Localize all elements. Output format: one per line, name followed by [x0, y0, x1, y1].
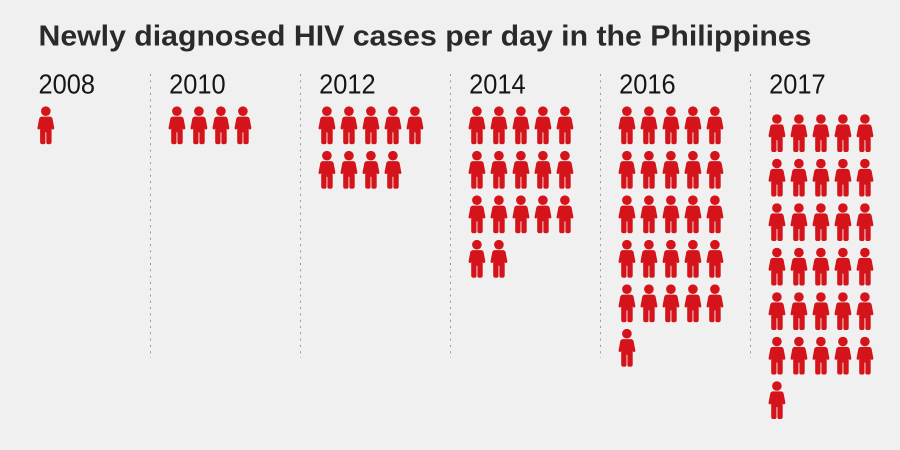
svg-text:2008: 2008 [39, 69, 96, 100]
svg-text:Newly diagnosed HIV cases per: Newly diagnosed HIV cases per day in the… [39, 21, 812, 53]
svg-text:2016: 2016 [619, 69, 676, 100]
svg-text:2010: 2010 [169, 69, 226, 100]
svg-text:2017: 2017 [769, 69, 826, 100]
svg-text:2014: 2014 [469, 69, 525, 100]
svg-text:2012: 2012 [319, 69, 376, 100]
